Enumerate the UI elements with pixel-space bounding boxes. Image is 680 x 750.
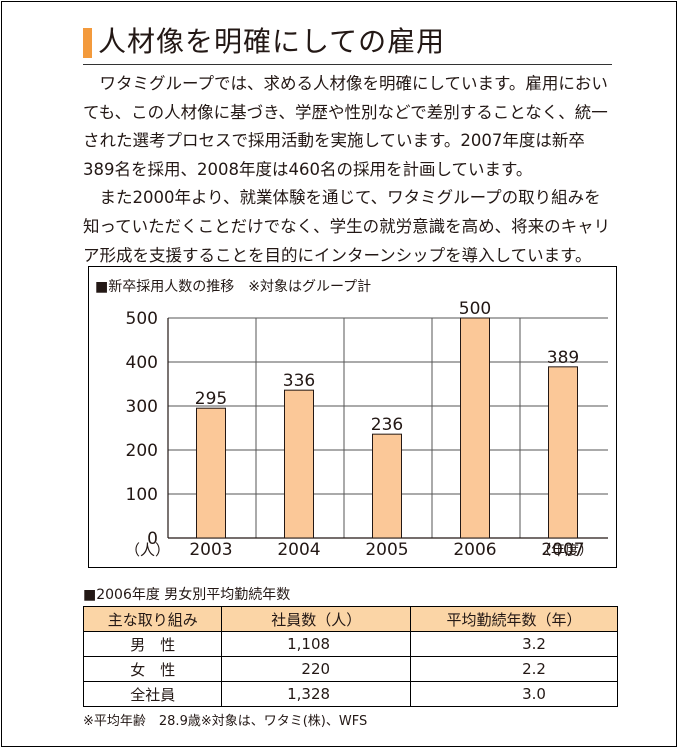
x-tick-label: 2007: [541, 540, 584, 560]
employee-count: 220: [221, 656, 412, 682]
y-tick-label: 500: [126, 309, 158, 329]
data-label: 295: [195, 389, 227, 409]
employee-count: 1,328: [221, 681, 412, 707]
row-label: 女 性: [82, 656, 223, 682]
y-axis-unit: （人）: [125, 541, 170, 559]
chart-frame: [88, 266, 617, 568]
row-label: 全社員: [82, 681, 223, 707]
page-title: 人材像を明確にしての雇用: [98, 25, 446, 58]
heading-accent-bar: [83, 28, 92, 58]
y-tick-label: 200: [126, 441, 158, 461]
data-label: 389: [547, 348, 579, 368]
bar: [460, 317, 490, 539]
table-title: ■2006年度 男女別平均勤続年数: [83, 587, 291, 603]
y-tick-label: 400: [126, 353, 158, 373]
bar: [548, 366, 578, 539]
header-tenure: 平均勤続年数（年）: [410, 606, 618, 632]
y-tick-label: 100: [126, 485, 158, 505]
average-tenure: 2.2: [410, 656, 618, 682]
x-tick-label: 2006: [453, 540, 496, 560]
header-employees: 社員数（人）: [221, 606, 412, 632]
data-label: 336: [283, 371, 315, 391]
x-axis-unit: （年度）: [537, 543, 593, 559]
table-row: 全社員 1,328 3.0: [82, 681, 618, 707]
body-text: ワタミグループでは、求める人材像を明確にしています。雇用においても、この人材像に…: [83, 70, 615, 270]
average-tenure: 3.2: [410, 631, 618, 657]
bar: [196, 407, 226, 539]
table-row: 女 性 220 2.2: [82, 656, 618, 682]
data-label: 500: [459, 299, 491, 319]
paragraph-1: ワタミグループでは、求める人材像を明確にしています。雇用においても、この人材像に…: [83, 74, 608, 179]
tenure-table: 主な取り組み 社員数（人） 平均勤続年数（年） 男 性 1,108 3.2 女 …: [82, 606, 618, 707]
x-tick-label: 2004: [277, 540, 320, 560]
x-tick-label: 2005: [365, 540, 408, 560]
y-tick-label: 300: [126, 397, 158, 417]
table-header-row: 主な取り組み 社員数（人） 平均勤続年数（年）: [82, 606, 618, 632]
chart-title: ■新卒採用人数の推移 ※対象はグループ計: [95, 279, 372, 295]
row-label: 男 性: [82, 631, 223, 657]
footnote: ※平均年齢 28.9歳※対象は、ワタミ(株)、WFS: [83, 714, 368, 729]
average-tenure: 3.0: [410, 681, 618, 707]
employee-count: 1,108: [221, 631, 412, 657]
data-label: 236: [371, 415, 403, 435]
x-tick-label: 2003: [189, 540, 232, 560]
bar: [284, 389, 314, 539]
y-tick-label: 0: [147, 529, 158, 549]
header-category: 主な取り組み: [82, 606, 223, 632]
bar: [372, 433, 402, 539]
heading-rule: [83, 64, 612, 65]
table-row: 男 性 1,108 3.2: [82, 631, 618, 657]
paragraph-2: また2000年より、就業体験を通じて、ワタミグループの取り組みを知っていただくこ…: [83, 188, 611, 265]
